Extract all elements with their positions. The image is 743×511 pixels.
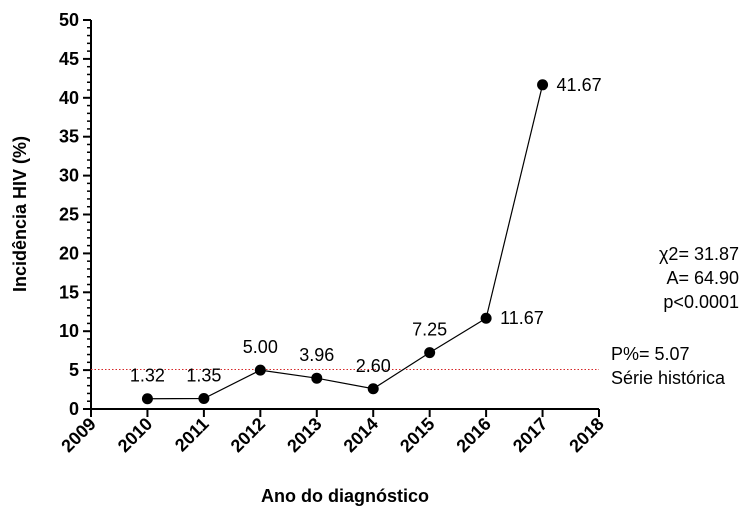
- series-group: [141, 79, 549, 405]
- x-tick-label: 2017: [509, 414, 551, 456]
- data-label: 3.96: [299, 345, 334, 365]
- y-tick-label: 45: [59, 49, 79, 69]
- data-label: 1.32: [130, 366, 165, 386]
- y-tick-label: 10: [59, 321, 79, 341]
- x-axis-title: Ano do diagnóstico: [261, 486, 429, 506]
- statistics-text: p<0.0001: [663, 292, 739, 312]
- y-tick-label: 30: [59, 166, 79, 186]
- data-point: [367, 383, 379, 395]
- x-tick-label: 2014: [340, 414, 382, 456]
- y-tick-label: 40: [59, 88, 79, 108]
- y-tick-label: 0: [69, 399, 79, 419]
- data-label: 41.67: [557, 75, 602, 95]
- data-point: [537, 79, 549, 91]
- statistics-text: A= 64.90: [666, 268, 739, 288]
- data-label: 2.60: [356, 356, 391, 376]
- y-tick-label: 50: [59, 10, 79, 30]
- data-label: 1.35: [186, 365, 221, 385]
- series-line: [147, 84, 544, 400]
- data-point: [311, 372, 323, 384]
- data-labels-group: 1.32 1.35 5.00 3.96 2.60 7.25 11.67 41.67: [130, 75, 602, 386]
- statistics-text: χ2= 31.87: [659, 244, 739, 264]
- x-tick-label: 2009: [57, 414, 99, 456]
- data-point: [141, 393, 153, 405]
- x-tick-label: 2012: [227, 414, 269, 456]
- reference-line-label-text: Série histórica: [611, 368, 726, 388]
- x-tick-label: 2013: [283, 414, 325, 456]
- data-point: [198, 392, 210, 404]
- x-tick-label: 2011: [171, 414, 213, 456]
- data-label: 7.25: [412, 320, 447, 340]
- reference-line-label: P%= 5.07 Série histórica: [611, 344, 726, 388]
- axes: 0 5 10 15 20 25 30 35 40 45 50 2009 2010 2011 2012 2013…: [57, 10, 607, 456]
- data-point: [480, 312, 492, 324]
- data-label: 11.67: [500, 308, 544, 328]
- x-tick-label: 2010: [114, 414, 156, 456]
- x-tick-label: 2015: [396, 414, 438, 456]
- y-tick-label: 20: [59, 243, 79, 263]
- y-axis-title: Incidência HIV (%): [10, 136, 30, 292]
- x-tick-label: 2016: [452, 414, 494, 456]
- y-tick-label: 25: [59, 205, 79, 225]
- y-tick-label: 5: [69, 360, 79, 380]
- statistics-annotation: χ2= 31.87 A= 64.90 p<0.0001: [659, 244, 739, 312]
- y-tick-label: 35: [59, 127, 79, 147]
- data-label: 5.00: [243, 337, 278, 357]
- data-point: [254, 364, 266, 376]
- x-tick-label: 2018: [565, 414, 607, 456]
- reference-line-label-text: P%= 5.07: [611, 344, 690, 364]
- data-point: [424, 347, 436, 359]
- y-tick-label: 15: [59, 282, 79, 302]
